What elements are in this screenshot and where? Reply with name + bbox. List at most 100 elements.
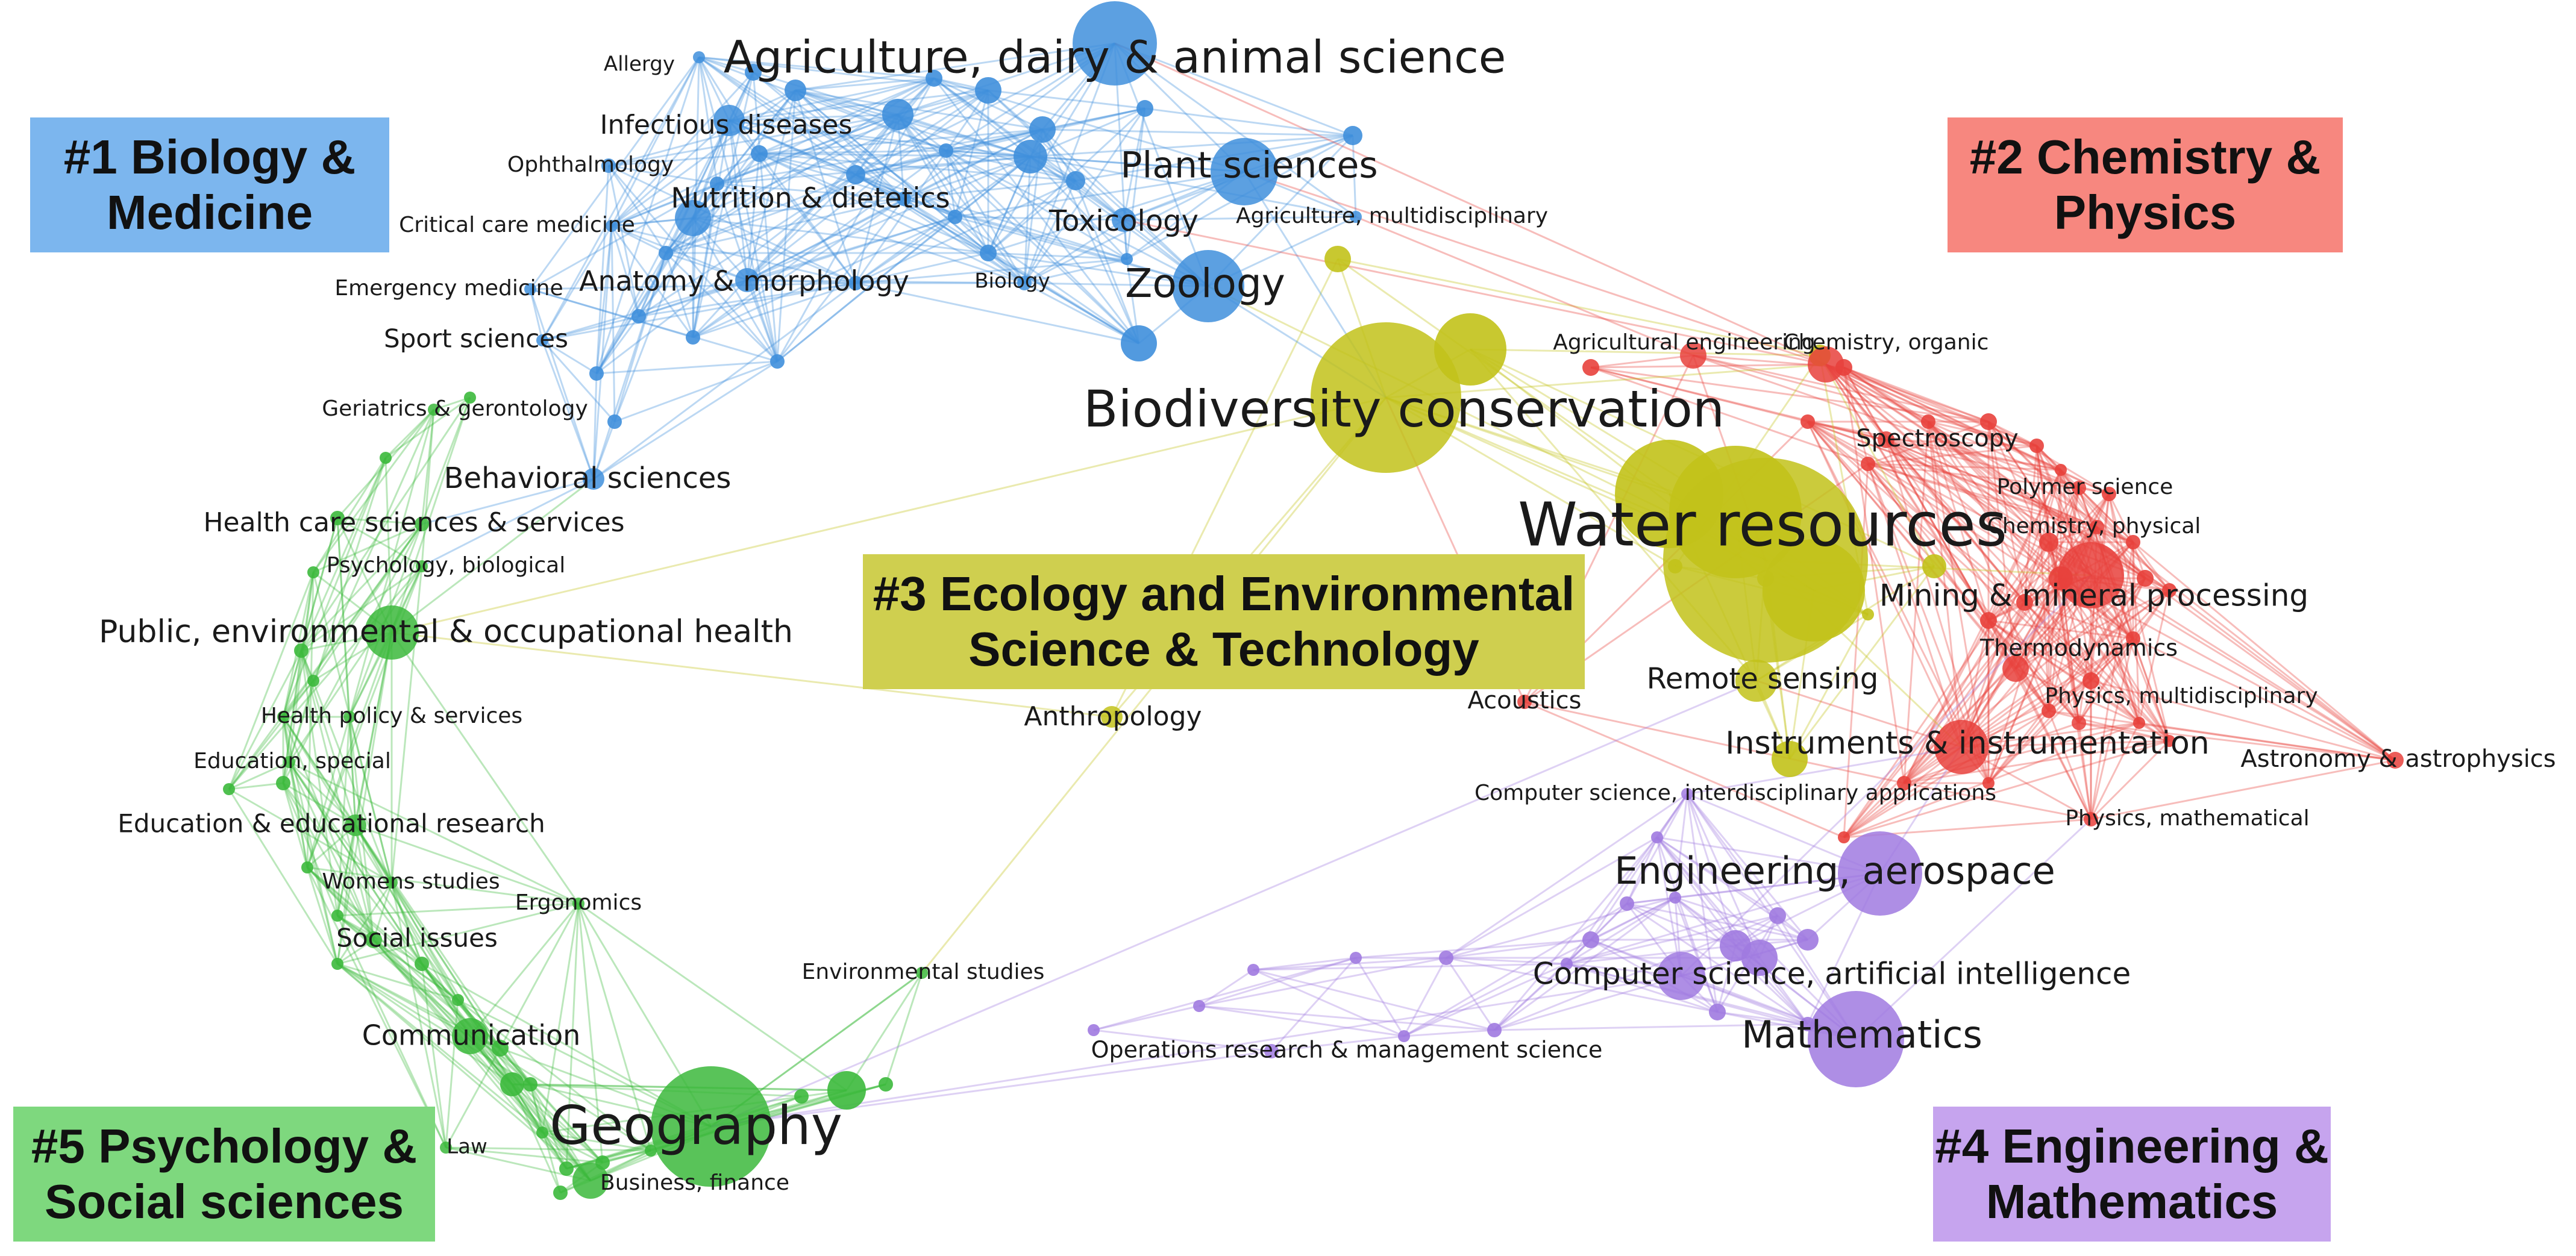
node-anat[interactable] — [735, 268, 759, 292]
minor-node — [659, 246, 673, 260]
node-behav[interactable] — [583, 468, 604, 490]
edge-line — [307, 866, 579, 905]
bridge-edge-line — [421, 478, 594, 567]
node-ophth[interactable] — [601, 158, 616, 173]
edge-line — [337, 517, 422, 567]
node-nutri[interactable] — [675, 200, 711, 236]
edge-line — [282, 523, 423, 717]
node-agri[interactable] — [1073, 1, 1157, 86]
edge-line — [529, 1084, 544, 1133]
node-acoustics[interactable] — [1517, 695, 1532, 709]
node-physmath[interactable] — [2084, 812, 2098, 826]
node-psybio[interactable] — [416, 560, 428, 572]
edge-line — [945, 149, 1140, 345]
node-ergo[interactable] — [572, 898, 584, 910]
bridge-edge-line — [1244, 170, 1826, 366]
node-csinter[interactable] — [1681, 788, 1693, 800]
node-agmulti[interactable] — [1350, 211, 1362, 223]
node-instr[interactable] — [1934, 720, 1988, 774]
edge-line — [1825, 364, 2026, 603]
node-biodiv[interactable] — [1311, 322, 1461, 473]
node-anthro[interactable] — [1101, 706, 1123, 728]
node-infect[interactable] — [713, 105, 745, 136]
node-spectro[interactable] — [1878, 431, 1894, 448]
node-allergy[interactable] — [693, 51, 705, 63]
minor-node — [1014, 140, 1047, 173]
edge-line — [2132, 638, 2170, 742]
edge-line — [595, 217, 694, 374]
edge-line — [607, 165, 779, 362]
node-hpol[interactable] — [343, 711, 356, 723]
edge-line — [1626, 837, 1658, 904]
node-thermo[interactable] — [2002, 655, 2029, 682]
node-mining[interactable] — [2058, 542, 2124, 608]
bridge-edge-line — [1687, 746, 1962, 795]
edge-line — [1843, 367, 1887, 440]
node-envstud[interactable] — [916, 967, 928, 979]
edge-line — [692, 216, 956, 339]
node-plant[interactable] — [1211, 138, 1278, 205]
node-edspec[interactable] — [283, 756, 295, 768]
cluster-label-chemistry-physics: #2 Chemistry & Physics — [1948, 117, 2343, 252]
edge-line — [794, 90, 857, 284]
edge-line — [759, 152, 904, 200]
node-astro[interactable] — [2387, 752, 2404, 769]
node-edres[interactable] — [345, 814, 366, 836]
node-chemphys[interactable] — [2090, 520, 2104, 534]
edge-line — [2024, 601, 2134, 640]
edge-line — [1843, 366, 1989, 423]
node-math[interactable] — [1808, 991, 1904, 1087]
edge-line — [607, 165, 667, 254]
edge-line — [542, 339, 597, 375]
node-remote[interactable] — [1735, 660, 1778, 702]
edge-line — [1843, 710, 2049, 839]
node-polymer[interactable] — [2072, 481, 2086, 495]
edge-line — [1819, 355, 1935, 567]
node-csai[interactable] — [1657, 952, 1705, 1000]
edge-line — [1987, 469, 2062, 621]
node-law[interactable] — [440, 1142, 452, 1154]
node-opsres[interactable] — [1264, 1044, 1279, 1058]
node-bio[interactable] — [1017, 276, 1032, 290]
node-sport[interactable] — [536, 334, 548, 346]
edge-line — [433, 396, 471, 411]
minor-node — [452, 994, 464, 1006]
node-hcss[interactable] — [415, 517, 429, 531]
node-water[interactable] — [1663, 458, 1868, 663]
node-busfin[interactable] — [572, 1163, 609, 1199]
edge-line — [288, 761, 471, 1037]
edge-line — [1807, 420, 2098, 528]
edge-line — [337, 517, 422, 525]
node-social[interactable] — [365, 931, 382, 948]
edge-line — [1825, 364, 2092, 681]
node-geo[interactable] — [651, 1066, 771, 1187]
node-emerg[interactable] — [524, 283, 536, 295]
edge-line — [1041, 128, 1209, 287]
node-women[interactable] — [386, 876, 398, 889]
node-geri[interactable] — [428, 404, 440, 416]
edge-line — [638, 173, 856, 317]
node-toxic[interactable] — [1112, 208, 1136, 232]
edge-line — [1843, 782, 1905, 839]
edge-line — [1885, 439, 2061, 471]
edge-line — [795, 42, 1115, 92]
node-chemorg[interactable] — [1808, 346, 1844, 383]
edge-line — [354, 825, 393, 883]
edge-line — [611, 225, 856, 284]
edge-line — [300, 457, 387, 651]
edge-line — [1446, 836, 1658, 959]
edge-line — [1590, 366, 1869, 465]
bridge-edge-line — [391, 631, 1112, 718]
node-pubhealth[interactable] — [365, 605, 419, 660]
node-aero[interactable] — [1838, 831, 1922, 916]
edge-line — [457, 999, 651, 1152]
minor-node — [1741, 940, 1778, 976]
edge-line — [988, 89, 1145, 110]
edge-line — [897, 114, 956, 217]
node-comm[interactable] — [452, 1018, 488, 1054]
node-zoo[interactable] — [1172, 250, 1244, 322]
node-physmulti[interactable] — [2072, 716, 2086, 730]
node-agreng[interactable] — [1680, 342, 1706, 369]
node-critcare[interactable] — [606, 220, 618, 232]
